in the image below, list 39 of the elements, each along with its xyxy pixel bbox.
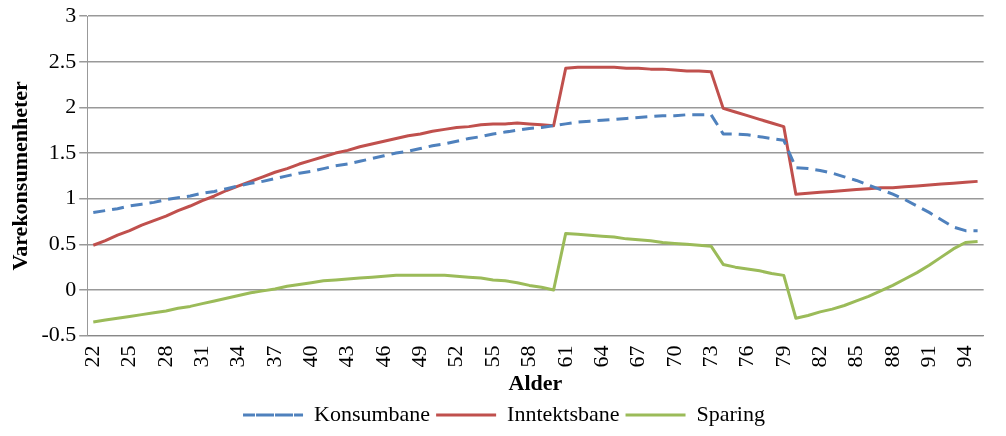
y-tick-label: 1 bbox=[65, 184, 77, 210]
y-tick-label: 2 bbox=[65, 93, 77, 119]
legend-label: Sparing bbox=[696, 400, 765, 426]
x-tick-label: 25 bbox=[115, 345, 141, 368]
x-tick-label: 82 bbox=[805, 345, 831, 368]
x-tick-label: 76 bbox=[733, 345, 759, 368]
x-tick-label: 49 bbox=[406, 345, 432, 368]
x-tick-label: 28 bbox=[151, 345, 177, 368]
x-tick-label: 94 bbox=[951, 345, 977, 368]
x-axis-title: Alder bbox=[508, 370, 563, 396]
x-tick-label: 61 bbox=[551, 345, 577, 368]
y-tick-label: 0.5 bbox=[48, 230, 77, 256]
x-tick-label: 58 bbox=[515, 345, 541, 368]
x-tick-label: 55 bbox=[478, 345, 504, 368]
legend-label: Inntektsbane bbox=[507, 400, 620, 426]
x-tick-label: 79 bbox=[769, 345, 795, 368]
y-tick-label: 1.5 bbox=[48, 138, 77, 164]
y-tick-label: 2.5 bbox=[48, 47, 77, 73]
y-tick-label: 3 bbox=[65, 1, 77, 27]
x-tick-label: 46 bbox=[369, 345, 395, 368]
line-series bbox=[91, 113, 980, 233]
x-tick-label: 22 bbox=[79, 345, 105, 368]
legend-label: Konsumbane bbox=[314, 400, 431, 426]
x-tick-label: 91 bbox=[914, 345, 940, 368]
x-tick-label: 52 bbox=[442, 345, 468, 368]
x-tick-label: 34 bbox=[224, 345, 250, 368]
x-tick-label: 67 bbox=[624, 345, 650, 368]
x-tick-label: 40 bbox=[297, 345, 323, 368]
x-tick-label: 31 bbox=[188, 345, 214, 368]
y-axis-title: Varekonsumenheter bbox=[6, 80, 32, 271]
x-tick-label: 37 bbox=[260, 345, 286, 368]
y-tick-label: -0.5 bbox=[41, 321, 77, 347]
x-tick-label: 85 bbox=[842, 345, 868, 368]
x-tick-label: 43 bbox=[333, 345, 359, 368]
x-tick-label: 73 bbox=[696, 345, 722, 368]
y-tick-label: 0 bbox=[65, 275, 77, 301]
x-tick-label: 70 bbox=[660, 345, 686, 368]
x-tick-label: 88 bbox=[878, 345, 904, 368]
x-tick-label: 64 bbox=[587, 345, 613, 368]
